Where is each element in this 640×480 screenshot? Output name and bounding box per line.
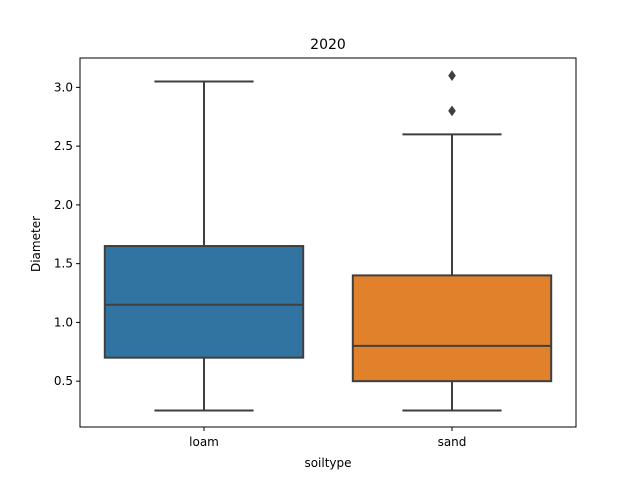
y-tick-label: 2.5 <box>54 139 73 153</box>
box-loam <box>103 245 305 359</box>
y-tick-label: 1.0 <box>54 315 73 329</box>
box-sand <box>351 274 553 383</box>
y-tick-label: 1.5 <box>54 257 73 271</box>
chart-title: 2020 <box>310 37 346 53</box>
y-tick-label: 0.5 <box>54 374 73 388</box>
y-tick-label: 3.0 <box>54 80 73 94</box>
outlier-point <box>448 105 456 117</box>
plot-area: loam sand 0.5 1.0 1.5 2.0 2.5 3.0 <box>54 57 577 449</box>
x-tick-label: loam <box>189 435 219 449</box>
y-axis-label: Diameter <box>29 216 43 272</box>
x-axis-label: soiltype <box>304 456 351 470</box>
outlier-point <box>448 70 456 81</box>
y-tick-label: 2.0 <box>54 198 73 212</box>
x-tick-label: sand <box>438 435 467 449</box>
plot-frame <box>79 57 577 428</box>
